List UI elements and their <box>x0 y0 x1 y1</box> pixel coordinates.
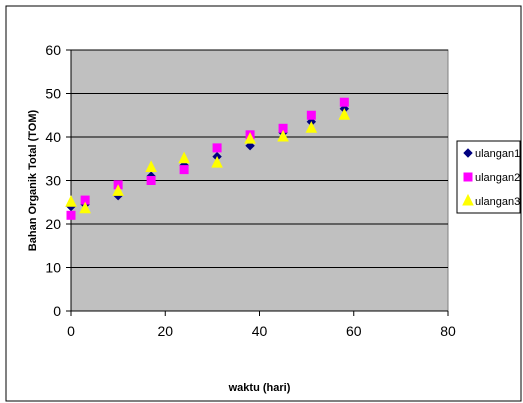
gridlines <box>71 49 448 268</box>
x-axis-title: waktu (hari) <box>228 382 291 394</box>
data-point <box>179 165 189 175</box>
data-point <box>277 129 289 142</box>
data-point <box>66 210 76 220</box>
y-tick-label: 0 <box>53 303 61 319</box>
tick-labels: 0 10 20 30 40 50 60 0 20 40 60 80 <box>45 42 456 339</box>
data-point <box>339 97 349 107</box>
data-points <box>65 97 351 220</box>
legend-label: ulangan2 <box>475 172 520 184</box>
data-point <box>145 160 157 172</box>
legend-marker-ulangan3 <box>462 193 474 206</box>
y-axis-title: Bahan Organik Total (TOM) <box>27 109 39 251</box>
legend: ulangan1 ulangan2 ulangan3 <box>456 140 521 214</box>
data-point <box>65 195 77 207</box>
x-tick-label: 20 <box>157 323 173 339</box>
y-tick-label: 10 <box>45 260 61 276</box>
data-point <box>338 108 351 120</box>
legend-label: ulangan3 <box>475 196 520 208</box>
y-tick-label: 20 <box>45 216 61 232</box>
legend-label: ulangan1 <box>475 148 520 160</box>
data-point <box>79 201 91 214</box>
x-tick-label: 80 <box>440 323 456 339</box>
data-point <box>146 176 156 185</box>
legend-marker-ulangan2 <box>463 172 473 182</box>
x-tick-label: 60 <box>346 323 362 339</box>
data-point <box>305 121 318 133</box>
data-point <box>112 184 124 196</box>
y-tick-label: 40 <box>45 129 61 145</box>
axes <box>66 49 449 316</box>
legend-marker-ulangan1 <box>463 148 473 158</box>
y-tick-label: 60 <box>45 42 61 58</box>
data-point <box>211 155 223 168</box>
data-point <box>306 110 316 120</box>
series-ulangan3 <box>65 108 351 214</box>
legend-items: ulangan1 ulangan2 ulangan3 <box>462 148 520 208</box>
data-point <box>245 140 255 151</box>
y-tick-label: 50 <box>45 86 61 102</box>
data-point <box>244 132 256 144</box>
data-point <box>178 151 190 164</box>
y-tick-label: 30 <box>45 173 61 189</box>
data-point <box>212 143 222 153</box>
x-tick-label: 40 <box>252 323 268 339</box>
x-tick-label: 0 <box>67 323 75 339</box>
